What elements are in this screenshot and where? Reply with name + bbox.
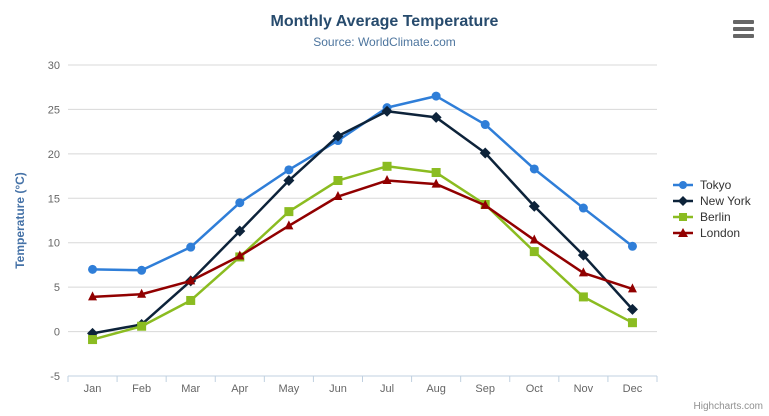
- legend-item-label: Tokyo: [700, 178, 732, 192]
- data-point-berlin[interactable]: [431, 168, 441, 178]
- data-point-berlin[interactable]: [382, 161, 392, 171]
- data-point-london[interactable]: [529, 234, 539, 244]
- y-axis-tick-label: 10: [48, 238, 60, 250]
- data-point-berlin[interactable]: [529, 247, 539, 257]
- legend-item-new-york[interactable]: New York: [673, 193, 751, 209]
- legend: Tokyo New York Berlin London: [673, 177, 751, 241]
- data-point-london[interactable]: [235, 250, 245, 260]
- x-axis-label: Dec: [623, 383, 643, 395]
- x-axis-label: Mar: [181, 383, 200, 395]
- data-point-new-york[interactable]: [626, 303, 638, 315]
- y-axis-tick-label: 5: [54, 282, 60, 294]
- data-point-new-york[interactable]: [381, 105, 393, 117]
- square-legend-marker-icon: [673, 213, 693, 221]
- legend-item-label: Berlin: [700, 210, 731, 224]
- data-point-berlin[interactable]: [578, 292, 588, 302]
- data-point-new-york[interactable]: [479, 147, 491, 159]
- data-point-london[interactable]: [284, 220, 294, 230]
- data-point-london[interactable]: [333, 191, 343, 201]
- x-axis-label: Aug: [426, 383, 446, 395]
- data-point-london[interactable]: [627, 283, 637, 293]
- x-axis-label: Nov: [574, 383, 594, 395]
- export-menu-button[interactable]: [730, 18, 756, 40]
- data-point-new-york[interactable]: [234, 225, 246, 237]
- data-point-new-york[interactable]: [283, 175, 295, 187]
- legend-item-label: London: [700, 226, 741, 240]
- legend-item-label: New York: [700, 194, 751, 208]
- series-line-new-york[interactable]: [91, 109, 634, 335]
- x-axis-label: Sep: [475, 383, 495, 395]
- data-point-tokyo[interactable]: [186, 242, 196, 252]
- x-axis-label: Feb: [132, 383, 151, 395]
- series-line-london[interactable]: [91, 179, 634, 299]
- y-axis-tick-label: -5: [50, 371, 60, 383]
- data-point-london[interactable]: [578, 267, 588, 277]
- diamond-legend-marker-icon: [673, 196, 693, 206]
- y-axis-tick-label: 15: [48, 193, 60, 205]
- data-point-london[interactable]: [382, 175, 392, 185]
- data-point-berlin[interactable]: [186, 295, 196, 305]
- data-point-berlin[interactable]: [284, 207, 294, 217]
- x-axis-label: Apr: [231, 383, 248, 395]
- data-point-london[interactable]: [137, 288, 147, 298]
- credits-link[interactable]: Highcharts.com: [693, 401, 763, 412]
- triangle-legend-marker-icon: [673, 228, 693, 237]
- data-point-tokyo[interactable]: [578, 203, 588, 213]
- legend-item-berlin[interactable]: Berlin: [673, 209, 751, 225]
- x-axis-label: Jun: [329, 383, 347, 395]
- x-axis-label: Jul: [380, 383, 394, 395]
- data-point-new-york[interactable]: [332, 130, 344, 142]
- x-axis-label: Oct: [526, 383, 543, 395]
- series-line-tokyo[interactable]: [91, 94, 634, 272]
- data-point-berlin[interactable]: [137, 321, 147, 331]
- y-axis-title: Temperature (°C): [13, 172, 27, 269]
- series-line-berlin[interactable]: [91, 165, 634, 341]
- data-point-new-york[interactable]: [528, 200, 540, 212]
- chart-subtitle: Source: WorldClimate.com: [313, 35, 456, 49]
- data-point-tokyo[interactable]: [627, 241, 637, 251]
- chart-title: Monthly Average Temperature: [270, 13, 499, 30]
- data-point-tokyo[interactable]: [284, 165, 294, 175]
- data-point-london[interactable]: [88, 291, 98, 301]
- data-point-london[interactable]: [431, 178, 441, 188]
- y-axis-tick-label: 30: [48, 60, 60, 72]
- data-point-london[interactable]: [186, 275, 196, 285]
- data-point-tokyo[interactable]: [431, 91, 441, 101]
- data-point-berlin[interactable]: [627, 318, 637, 328]
- x-axis-label: May: [278, 383, 299, 395]
- data-point-tokyo[interactable]: [88, 264, 98, 274]
- y-axis-tick-label: 20: [48, 149, 60, 161]
- legend-item-london[interactable]: London: [673, 225, 751, 241]
- data-point-tokyo[interactable]: [529, 164, 539, 174]
- data-point-tokyo[interactable]: [480, 120, 490, 130]
- data-point-new-york[interactable]: [577, 249, 589, 261]
- data-point-london[interactable]: [480, 199, 490, 209]
- data-point-new-york[interactable]: [430, 111, 442, 123]
- data-point-berlin[interactable]: [333, 176, 343, 186]
- data-point-tokyo[interactable]: [137, 265, 147, 275]
- data-point-berlin[interactable]: [88, 335, 98, 345]
- y-axis-tick-label: 0: [54, 327, 60, 339]
- circle-legend-marker-icon: [673, 181, 693, 189]
- data-point-tokyo[interactable]: [235, 198, 245, 208]
- y-axis-tick-label: 25: [48, 104, 60, 116]
- hamburger-icon: [732, 20, 754, 38]
- legend-item-tokyo[interactable]: Tokyo: [673, 177, 751, 193]
- x-axis-label: Jan: [84, 383, 102, 395]
